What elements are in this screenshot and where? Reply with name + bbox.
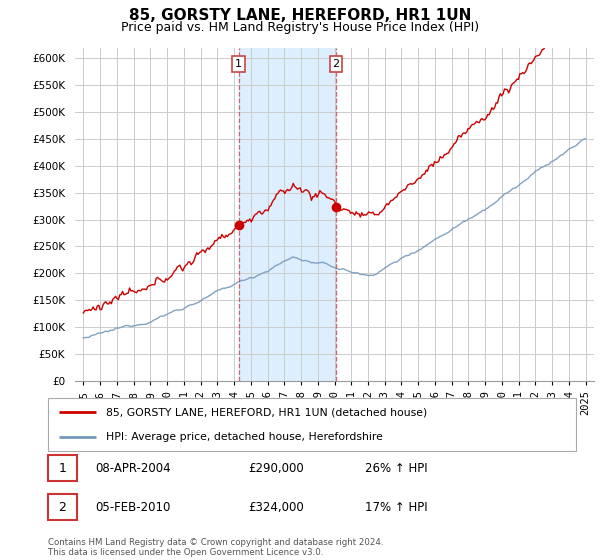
Text: 85, GORSTY LANE, HEREFORD, HR1 1UN (detached house): 85, GORSTY LANE, HEREFORD, HR1 1UN (deta…	[106, 408, 427, 418]
Text: Contains HM Land Registry data © Crown copyright and database right 2024.
This d: Contains HM Land Registry data © Crown c…	[48, 538, 383, 557]
Text: £324,000: £324,000	[248, 501, 304, 514]
Text: 85, GORSTY LANE, HEREFORD, HR1 1UN: 85, GORSTY LANE, HEREFORD, HR1 1UN	[129, 8, 471, 24]
Text: 1: 1	[235, 59, 242, 69]
Text: 26% ↑ HPI: 26% ↑ HPI	[365, 461, 427, 475]
Text: 17% ↑ HPI: 17% ↑ HPI	[365, 501, 427, 514]
Text: 05-FEB-2010: 05-FEB-2010	[95, 501, 171, 514]
Text: 08-APR-2004: 08-APR-2004	[95, 461, 171, 475]
Text: HPI: Average price, detached house, Herefordshire: HPI: Average price, detached house, Here…	[106, 432, 383, 442]
Bar	[239, 48, 336, 381]
Text: 2: 2	[59, 501, 67, 514]
Bar	[48, 455, 77, 481]
Text: 2: 2	[332, 59, 340, 69]
Text: Price paid vs. HM Land Registry's House Price Index (HPI): Price paid vs. HM Land Registry's House …	[121, 21, 479, 34]
Text: £290,000: £290,000	[248, 461, 304, 475]
Bar	[48, 494, 77, 520]
Text: 1: 1	[59, 461, 67, 475]
